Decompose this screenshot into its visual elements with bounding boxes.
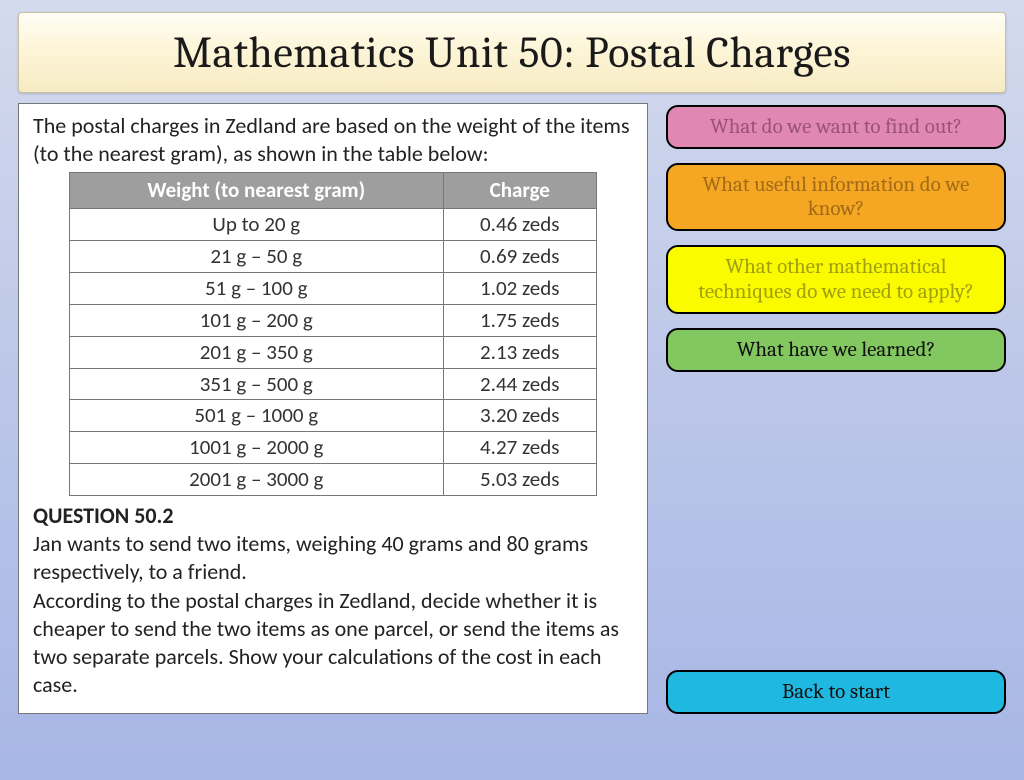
spacer <box>666 386 1006 656</box>
page-title: Mathematics Unit 50: Postal Charges <box>39 27 985 78</box>
back-button[interactable]: Back to start <box>666 670 1006 714</box>
question-text-2: According to the postal charges in Zedla… <box>33 587 633 700</box>
charges-table: Weight (to nearest gram) Charge Up to 20… <box>69 172 597 496</box>
find-out-button[interactable]: What do we want to find out? <box>666 105 1006 149</box>
table-row: 2001 g – 3000 g5.03 zeds <box>70 464 597 496</box>
table-row: 351 g – 500 g2.44 zeds <box>70 368 597 400</box>
learned-button[interactable]: What have we learned? <box>666 328 1006 372</box>
title-bar: Mathematics Unit 50: Postal Charges <box>18 12 1006 93</box>
intro-text: The postal charges in Zedland are based … <box>33 112 633 168</box>
table-row: 101 g – 200 g1.75 zeds <box>70 304 597 336</box>
useful-info-button[interactable]: What useful information do we know? <box>666 163 1006 231</box>
table-row: Up to 20 g0.46 zeds <box>70 209 597 241</box>
question-text-1: Jan wants to send two items, weighing 40… <box>33 530 633 586</box>
techniques-button[interactable]: What other mathematical techniques do we… <box>666 245 1006 313</box>
question-label: QUESTION 50.2 <box>33 502 633 530</box>
col-charge: Charge <box>443 173 596 209</box>
table-row: 51 g – 100 g1.02 zeds <box>70 272 597 304</box>
table-row: 21 g – 50 g0.69 zeds <box>70 241 597 273</box>
content-row: The postal charges in Zedland are based … <box>0 103 1024 714</box>
side-panel: What do we want to find out? What useful… <box>666 103 1006 714</box>
table-header-row: Weight (to nearest gram) Charge <box>70 173 597 209</box>
table-row: 201 g – 350 g2.13 zeds <box>70 336 597 368</box>
col-weight: Weight (to nearest gram) <box>70 173 444 209</box>
table-row: 1001 g – 2000 g4.27 zeds <box>70 432 597 464</box>
main-panel: The postal charges in Zedland are based … <box>18 103 648 714</box>
table-row: 501 g – 1000 g3.20 zeds <box>70 400 597 432</box>
